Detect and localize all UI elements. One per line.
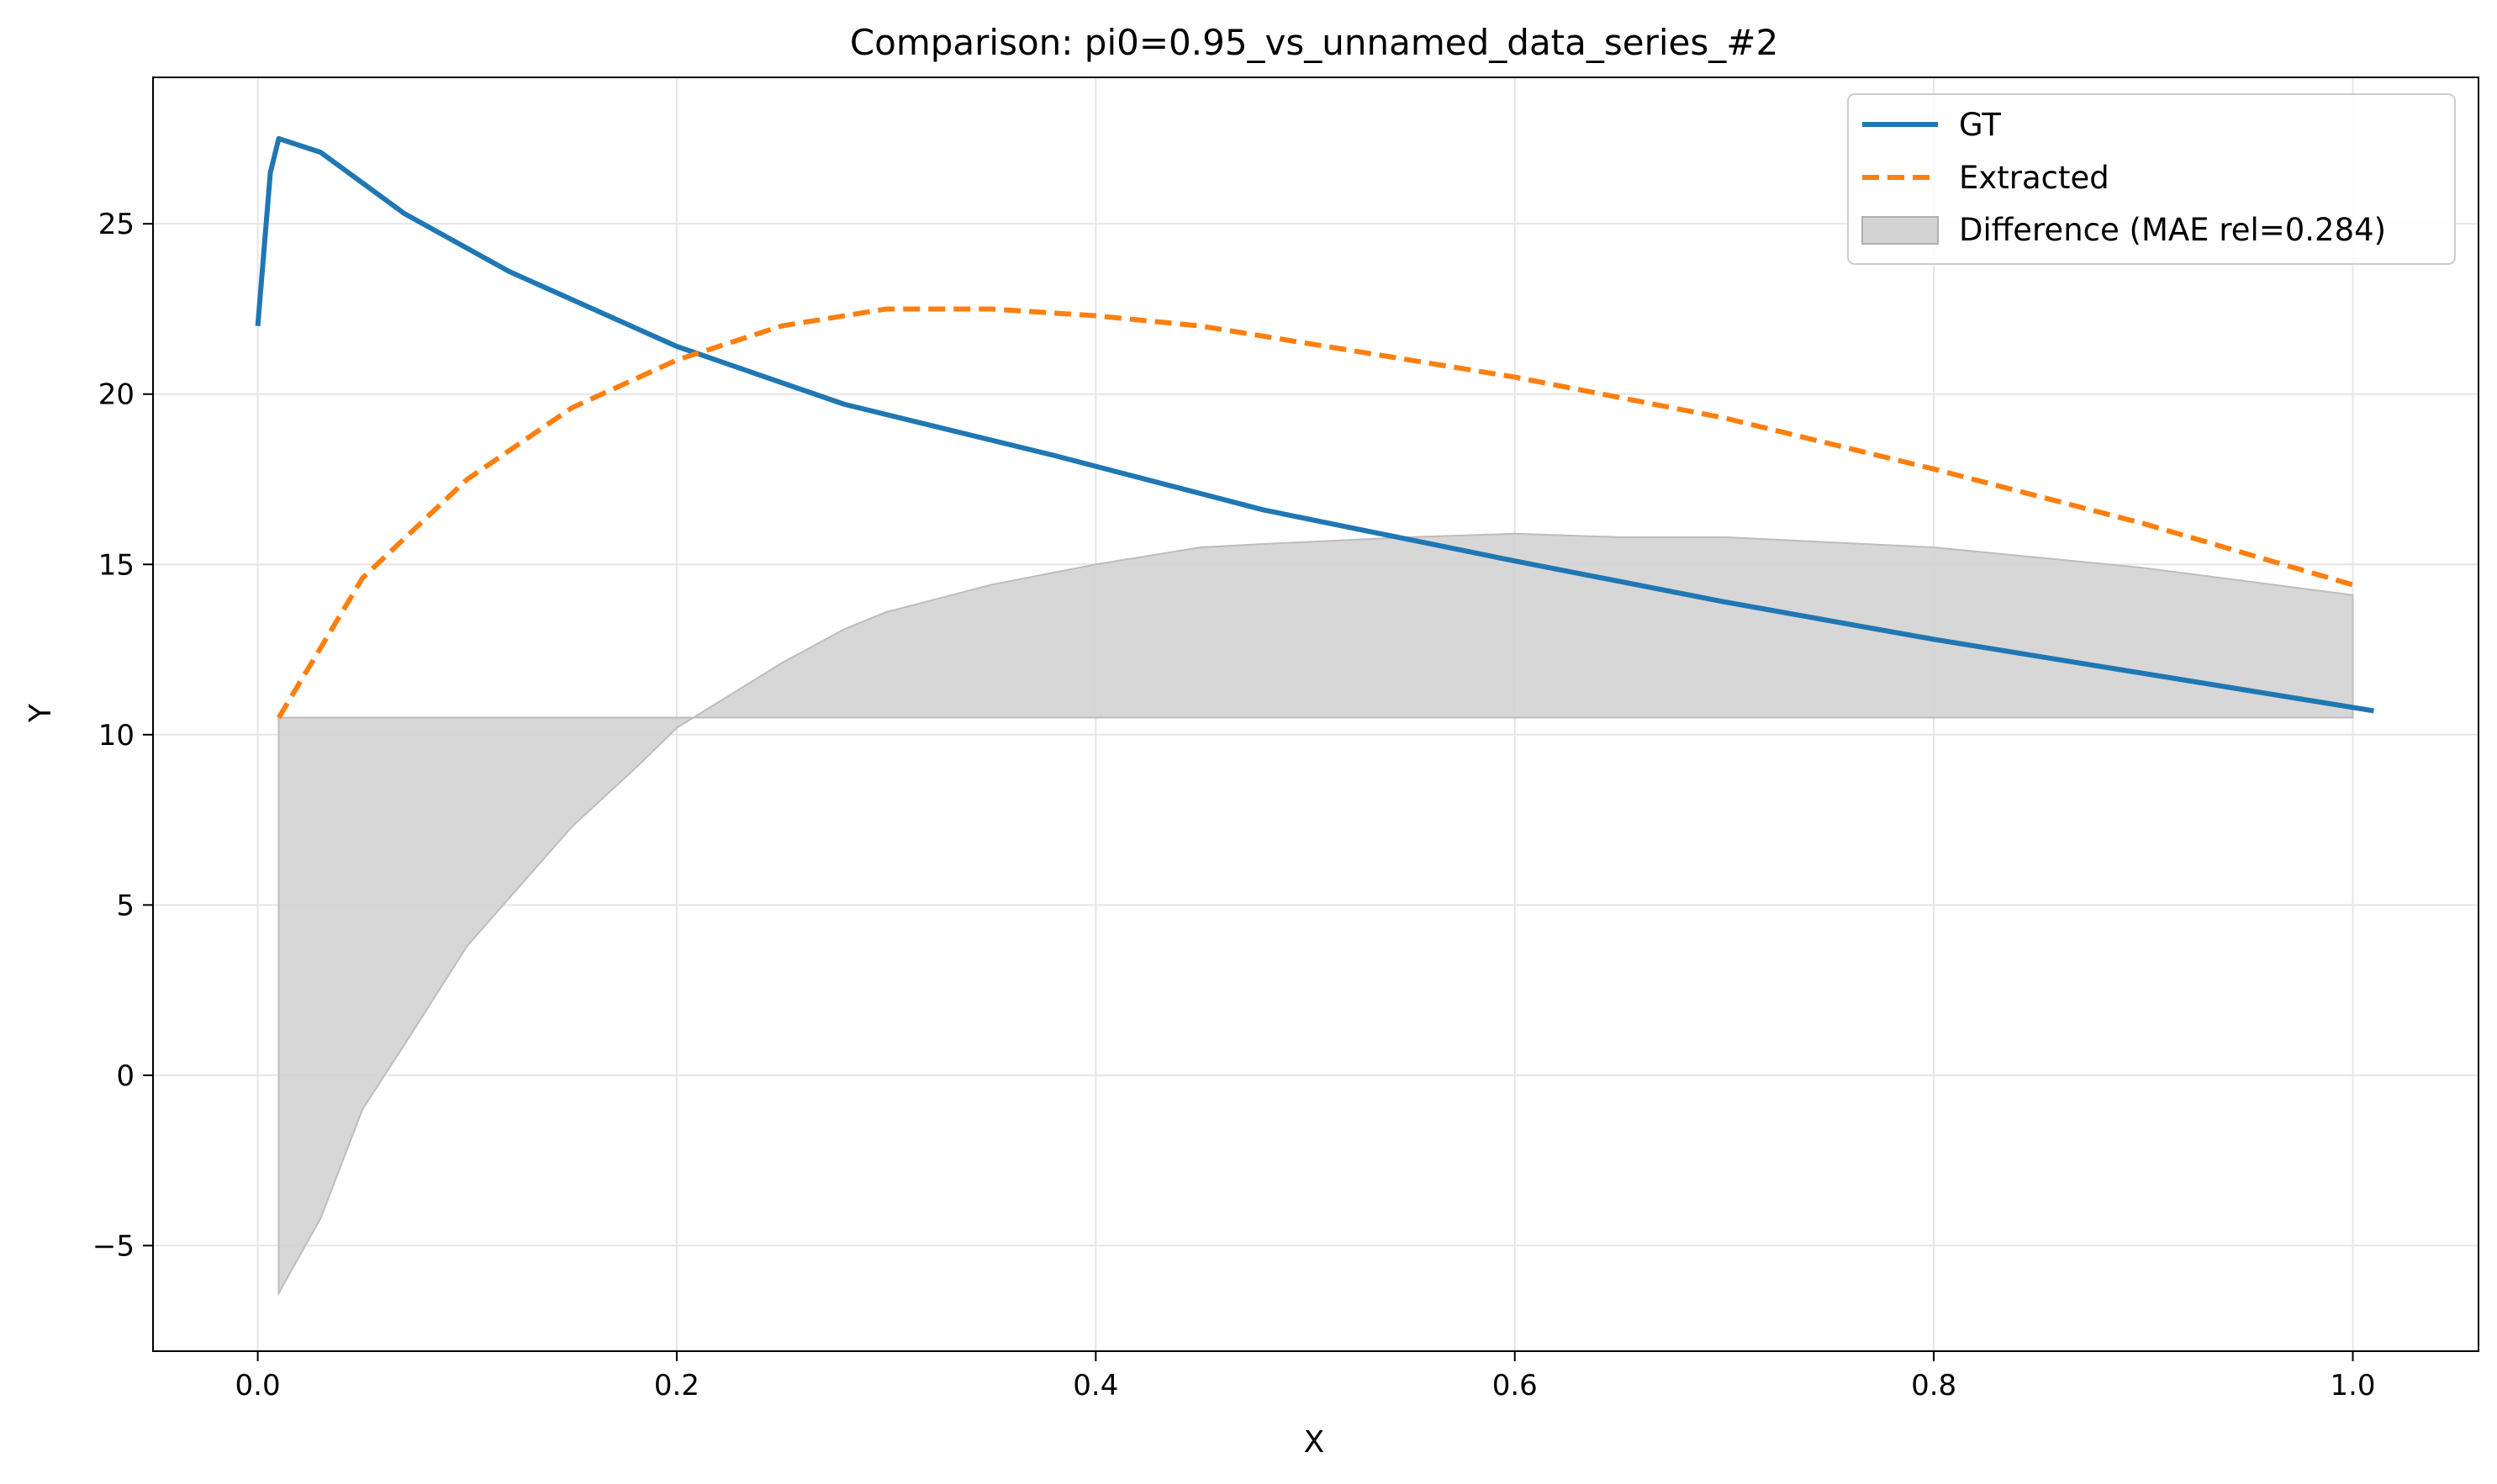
series-layer bbox=[255, 135, 2374, 720]
y-tick-label: 5 bbox=[116, 889, 135, 922]
y-axis-label: Y bbox=[24, 703, 58, 723]
x-tick-label: 0.8 bbox=[1911, 1369, 1956, 1402]
legend-difference-label: Difference (MAE rel=0.284) bbox=[1959, 212, 2386, 248]
gt-line bbox=[255, 135, 2374, 714]
difference-area bbox=[277, 532, 2354, 1297]
x-tick-label: 0.4 bbox=[1073, 1369, 1118, 1402]
legend-box bbox=[1847, 93, 2456, 265]
extracted-line bbox=[276, 306, 2354, 720]
y-tick-label: 15 bbox=[98, 548, 135, 582]
legend-gt-label: GT bbox=[1959, 107, 2001, 143]
difference-area-layer bbox=[277, 532, 2354, 1297]
plot-frame bbox=[152, 77, 2479, 1352]
legend: GT Extracted Difference (MAE rel=0.284) bbox=[1847, 93, 2456, 265]
y-tick-label: −5 bbox=[92, 1229, 135, 1263]
y-tick-label: 25 bbox=[98, 208, 135, 241]
x-tick-label: 1.0 bbox=[2330, 1369, 2375, 1402]
x-axis-label: X bbox=[1304, 1425, 1325, 1460]
y-tick-label: 10 bbox=[98, 719, 135, 753]
x-tick-label: 0.0 bbox=[235, 1369, 281, 1402]
x-tick-label: 0.6 bbox=[1492, 1369, 1538, 1402]
tick-layer: 0.0 0.2 0.4 0.6 0.8 1.0 −5 0 5 10 15 20 25 bbox=[92, 208, 2376, 1402]
legend-difference-swatch bbox=[1861, 216, 1939, 245]
y-tick-label: 0 bbox=[116, 1059, 135, 1093]
chart-title: Comparison: pi0=0.95_vs_unnamed_data_ser… bbox=[850, 22, 1778, 63]
x-tick-label: 0.2 bbox=[654, 1369, 699, 1402]
y-tick-label: 20 bbox=[98, 378, 135, 412]
legend-extracted-label: Extracted bbox=[1959, 160, 2109, 196]
